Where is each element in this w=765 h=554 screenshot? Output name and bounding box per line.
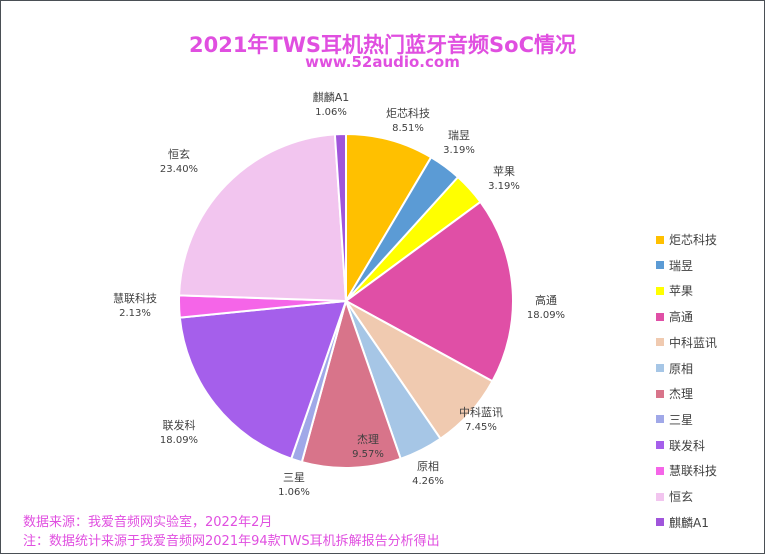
- legend-swatch: [656, 364, 664, 372]
- slice-name: 原相: [417, 460, 439, 473]
- slice-label: 杰理 9.57%: [352, 432, 384, 462]
- legend-swatch: [656, 518, 664, 527]
- legend-item: 杰理: [656, 385, 693, 402]
- chart-title: 2021年TWS耳机热门蓝牙音频SoC情况: [188, 33, 577, 57]
- pie-slice: [178, 299, 348, 461]
- legend-swatch: [656, 415, 664, 424]
- slice-percent: 18.09%: [526, 310, 566, 321]
- legend-label: 慧联科技: [669, 464, 718, 479]
- legend-label: 联发科: [669, 438, 706, 453]
- slice-label: 高通 18.09%: [527, 293, 565, 323]
- slice-percent: 1.06%: [278, 487, 310, 498]
- legend-item: 联发科: [656, 437, 705, 454]
- slice-name: 炬芯科技: [386, 107, 430, 120]
- legend-label: 高通: [669, 310, 694, 325]
- legend-label: 中科蓝讯: [669, 335, 718, 350]
- slice-name: 恒玄: [167, 148, 190, 161]
- legend-label: 炬芯科技: [669, 233, 718, 247]
- slice-label: 恒玄 23.40%: [160, 147, 198, 177]
- slice-label: 炬芯科技 8.51%: [386, 106, 430, 136]
- slice-name: 麒麟A1: [312, 91, 350, 104]
- slice-percent: 4.26%: [412, 476, 444, 487]
- chart-subtitle: www.52audio.com: [305, 53, 460, 71]
- slice-label: 原相 4.26%: [412, 459, 444, 489]
- slice-name: 中科蓝讯: [459, 406, 503, 419]
- legend-item: 原相: [656, 360, 693, 377]
- legend-swatch: [656, 466, 664, 475]
- slice-name: 高通: [534, 294, 557, 307]
- legend-swatch: [656, 286, 664, 295]
- legend-label: 麒麟A1: [669, 515, 709, 530]
- legend-item: 炬芯科技: [656, 231, 717, 248]
- legend-label: 瑞昱: [669, 258, 694, 273]
- legend-item: 恒玄: [656, 488, 693, 505]
- pie-slice: [333, 132, 347, 302]
- legend-item: 慧联科技: [656, 462, 717, 479]
- slice-percent: 23.40%: [159, 164, 199, 175]
- legend-item: 苹果: [656, 282, 693, 299]
- slice-label: 三星 1.06%: [278, 470, 310, 500]
- slice-name: 苹果: [493, 165, 515, 178]
- legend-label: 原相: [669, 361, 694, 376]
- legend-item: 中科蓝讯: [656, 334, 717, 351]
- slice-label: 麒麟A1 1.06%: [313, 90, 350, 120]
- pie-slice: [345, 132, 433, 305]
- legend-swatch: [656, 492, 664, 501]
- slice-name: 三星: [283, 471, 305, 484]
- slice-name: 瑞昱: [448, 129, 470, 142]
- legend-label: 三星: [669, 412, 694, 427]
- legend-label: 苹果: [669, 284, 694, 299]
- slice-name: 联发科: [162, 419, 196, 432]
- slice-label: 中科蓝讯 7.45%: [459, 405, 503, 435]
- legend-item: 瑞昱: [656, 257, 693, 274]
- legend-label: 杰理: [669, 387, 694, 402]
- legend-swatch: [656, 389, 664, 398]
- pie-slice: [344, 200, 514, 383]
- slice-percent: 9.57%: [352, 449, 384, 460]
- legend-swatch: [656, 441, 664, 450]
- legend-label: 恒玄: [669, 490, 694, 504]
- footnote: 注：数据统计来源于我爱音频网2021年94款TWS耳机拆解报告分析得出: [23, 534, 440, 549]
- slice-percent: 1.06%: [315, 107, 347, 118]
- legend-item: 三星: [656, 411, 693, 428]
- slice-percent: 7.45%: [465, 422, 497, 433]
- slice-percent: 8.51%: [392, 123, 424, 134]
- legend-item: 麒麟A1: [656, 514, 709, 531]
- slice-percent: 3.19%: [488, 181, 520, 192]
- slice-percent: 2.13%: [119, 308, 151, 319]
- slice-label: 苹果 3.19%: [488, 164, 520, 194]
- slice-name: 杰理: [357, 433, 379, 446]
- legend-swatch: [656, 261, 664, 270]
- source-note: 数据来源：我爱音频网实验室，2022年2月: [23, 515, 273, 530]
- slice-name: 慧联科技: [113, 292, 157, 305]
- slice-label: 瑞昱 3.19%: [443, 128, 475, 158]
- legend-swatch: [656, 235, 664, 244]
- slice-percent: 18.09%: [159, 435, 199, 446]
- legend-swatch: [656, 312, 664, 321]
- slice-percent: 3.19%: [443, 145, 475, 156]
- pie-slice: [300, 297, 402, 469]
- pie-slice: [178, 133, 348, 303]
- legend-swatch: [656, 338, 664, 347]
- slice-label: 慧联科技 2.13%: [113, 291, 157, 321]
- legend-item: 高通: [656, 308, 693, 325]
- slice-label: 联发科 18.09%: [160, 418, 198, 448]
